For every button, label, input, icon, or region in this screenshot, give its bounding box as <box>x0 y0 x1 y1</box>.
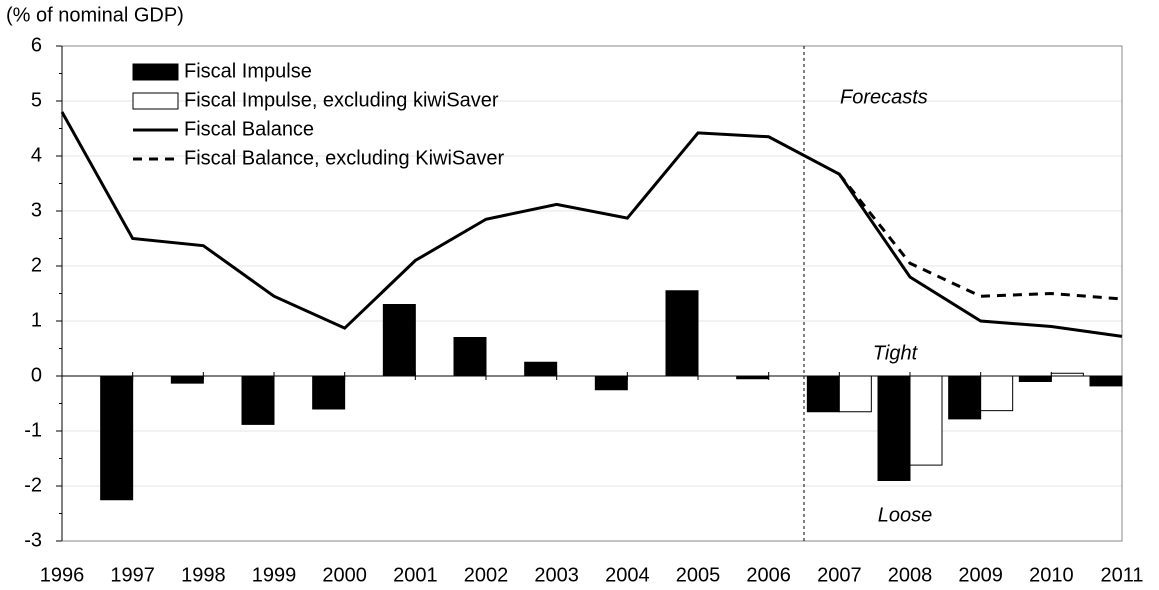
legend-label: Fiscal Impulse <box>184 60 312 82</box>
x-tick-label: 2004 <box>605 564 650 586</box>
bar <box>980 375 1014 412</box>
x-tick-label: 1996 <box>40 564 85 586</box>
y-tick-label: 2 <box>31 254 42 276</box>
y-tick-label: 4 <box>31 144 42 166</box>
annotation: Forecasts <box>840 86 928 108</box>
bar <box>1089 375 1123 387</box>
y-tick-label: 6 <box>31 34 42 56</box>
y-tick-label: -2 <box>24 474 42 496</box>
bar <box>877 375 911 481</box>
y-tick-label: -3 <box>24 529 42 551</box>
y-tick-label: -1 <box>24 419 42 441</box>
bar <box>312 375 346 410</box>
annotation: Tight <box>873 342 919 364</box>
x-tick-label: 1998 <box>181 564 226 586</box>
bar <box>524 361 558 377</box>
x-tick-label: 2008 <box>888 564 933 586</box>
y-axis-label: (% of nominal GDP) <box>6 4 184 26</box>
x-tick-label: 2007 <box>817 564 862 586</box>
bar <box>1050 372 1084 377</box>
x-tick-label: 2005 <box>676 564 721 586</box>
bar <box>838 375 872 413</box>
x-tick-label: 2003 <box>534 564 579 586</box>
y-tick-label: 5 <box>31 89 42 111</box>
legend-swatch <box>132 92 179 110</box>
x-tick-label: 1997 <box>110 564 155 586</box>
bar <box>665 290 699 377</box>
bar <box>736 375 770 380</box>
y-tick-label: 3 <box>31 199 42 221</box>
bar <box>241 375 275 425</box>
x-tick-label: 2000 <box>322 564 367 586</box>
legend-label: Fiscal Balance <box>184 118 314 140</box>
bar <box>100 375 134 501</box>
bar <box>382 304 416 377</box>
bar <box>948 375 982 420</box>
x-tick-label: 2010 <box>1029 564 1074 586</box>
x-tick-label: 2001 <box>393 564 438 586</box>
y-tick-label: 0 <box>31 364 42 386</box>
legend-label: Fiscal Impulse, excluding kiwiSaver <box>184 89 499 111</box>
x-tick-label: 2011 <box>1100 564 1143 586</box>
legend-label: Fiscal Balance, excluding KiwiSaver <box>184 147 504 169</box>
bar <box>594 375 628 391</box>
x-tick-label: 2009 <box>958 564 1003 586</box>
y-tick-label: 1 <box>31 309 42 331</box>
x-tick-label: 2002 <box>464 564 509 586</box>
annotation: Loose <box>878 504 933 526</box>
bar <box>453 337 487 377</box>
x-tick-label: 2006 <box>746 564 791 586</box>
bar <box>909 375 943 466</box>
x-tick-label: 1999 <box>252 564 297 586</box>
bar <box>806 375 840 413</box>
bar <box>1018 375 1052 382</box>
legend-swatch <box>132 63 179 81</box>
line <box>60 111 1123 338</box>
bar <box>170 375 204 384</box>
